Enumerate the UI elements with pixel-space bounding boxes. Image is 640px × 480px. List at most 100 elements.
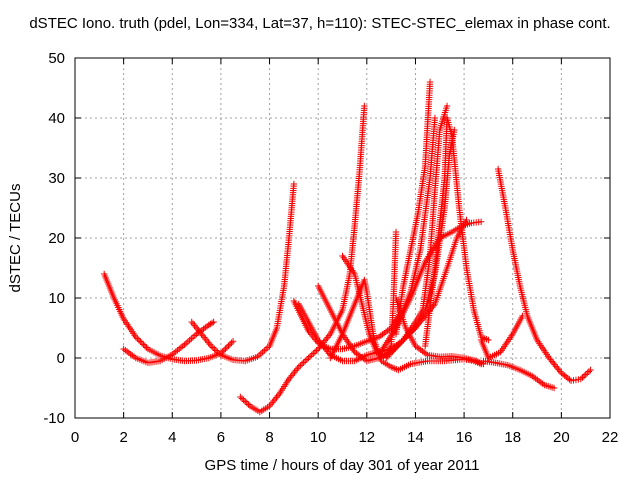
data-point [584, 369, 591, 377]
x-tick-label: 16 [456, 429, 473, 446]
x-axis-label: GPS time / hours of day 301 of year 2011 [205, 457, 480, 474]
data-point [223, 344, 231, 351]
data-point [559, 371, 567, 378]
data-point [137, 338, 144, 345]
data-point [226, 341, 234, 348]
x-tick-label: 18 [504, 429, 521, 446]
data-point [305, 354, 312, 362]
data-point [135, 336, 143, 344]
x-tick-label: 14 [407, 429, 424, 446]
data-point [132, 333, 139, 341]
data-point [208, 319, 216, 327]
data-point [564, 375, 572, 382]
y-tick-label: -10 [43, 410, 65, 427]
data-point [292, 367, 300, 374]
y-tick-label: 0 [57, 350, 65, 367]
x-tick-label: 20 [553, 429, 570, 446]
data-point [271, 395, 279, 403]
axis-ticks [74, 57, 611, 419]
data-point [209, 344, 217, 351]
data-point [181, 341, 188, 348]
data-point [361, 102, 368, 110]
data-point [229, 338, 237, 345]
data-point [587, 366, 594, 374]
data-point [140, 341, 147, 348]
data-point [245, 401, 252, 408]
y-tick-label: 30 [48, 170, 65, 187]
y-axis-label: dSTEC / TECUs [7, 184, 24, 293]
data-point [463, 216, 470, 224]
grid [75, 58, 610, 418]
data-point [191, 332, 199, 339]
y-tick-labels: -10 0 10 20 30 40 50 [43, 50, 65, 427]
series-arc-4 [237, 102, 368, 416]
data-point [174, 347, 181, 354]
data-point [267, 401, 275, 408]
data-point [313, 347, 320, 354]
data-point [203, 337, 211, 345]
data-point [206, 341, 213, 348]
data-point [269, 399, 276, 406]
y-tick-label: 50 [48, 50, 65, 67]
data-point [242, 398, 249, 405]
data-point [220, 347, 228, 354]
data-point [431, 114, 439, 122]
data-point [201, 334, 208, 341]
data-point [205, 339, 212, 346]
y-tick-label: 20 [48, 230, 65, 247]
data-point [300, 359, 307, 366]
data-point [582, 371, 589, 378]
data-point [577, 375, 585, 383]
data-point [186, 336, 193, 344]
y-tick-label: 10 [48, 290, 65, 307]
data-point [189, 333, 197, 341]
data-point [451, 126, 458, 134]
data-point [257, 350, 265, 357]
x-tick-labels: 0 2 4 6 8 10 12 14 16 18 20 22 [71, 429, 619, 446]
data-point [295, 363, 302, 371]
series-arc-14 [421, 114, 492, 350]
data-point [302, 357, 309, 365]
data-point [182, 340, 190, 347]
data-point [211, 345, 218, 353]
x-tick-label: 10 [310, 429, 327, 446]
data-point [308, 351, 315, 359]
data-point [207, 320, 214, 328]
data-point [288, 372, 295, 379]
data-point [297, 362, 304, 369]
data-point [207, 342, 215, 350]
data-point [561, 372, 568, 379]
data-point [205, 321, 212, 329]
data-point [273, 394, 280, 401]
x-tick-label: 4 [168, 429, 176, 446]
data-point [225, 342, 232, 349]
data-point [261, 347, 268, 354]
data-point [291, 368, 298, 376]
data-point [210, 318, 217, 326]
data-point [270, 397, 277, 405]
x-tick-label: 12 [358, 429, 375, 446]
data-point [228, 339, 235, 346]
data-point [290, 180, 298, 188]
data-point [580, 372, 588, 380]
data-point [238, 395, 246, 402]
data-point [202, 335, 209, 343]
data-point [392, 228, 400, 236]
data-point [184, 338, 192, 345]
data-points [100, 78, 594, 416]
x-tick-label: 6 [217, 429, 225, 446]
data-point [310, 350, 317, 357]
series-arc-17 [480, 357, 558, 392]
data-point [134, 335, 141, 342]
data-point [222, 345, 229, 352]
series-arc-10 [392, 78, 434, 338]
data-point [172, 348, 179, 355]
x-tick-label: 2 [119, 429, 127, 446]
series-arc-1 [100, 270, 237, 365]
data-point [311, 348, 319, 356]
series-arc-3 [188, 180, 298, 365]
data-point [240, 396, 247, 404]
data-point [179, 342, 186, 350]
data-point [303, 356, 311, 363]
